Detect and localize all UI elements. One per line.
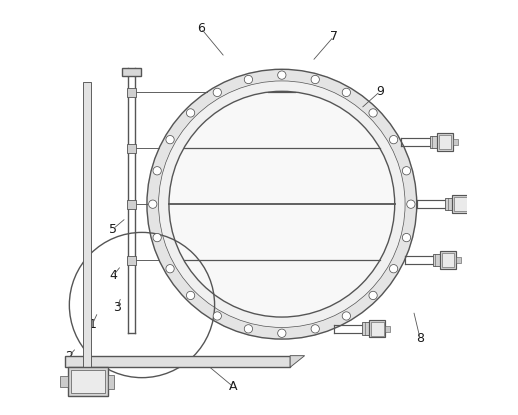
Circle shape bbox=[166, 135, 174, 144]
Text: 4: 4 bbox=[109, 269, 117, 283]
Bar bbox=[65, 356, 290, 367]
Bar bbox=[126, 88, 136, 97]
Text: A: A bbox=[229, 380, 238, 393]
Circle shape bbox=[186, 109, 195, 117]
Bar bbox=[442, 253, 454, 267]
Circle shape bbox=[278, 71, 286, 79]
Circle shape bbox=[153, 233, 161, 242]
Bar bbox=[68, 367, 108, 396]
Bar bbox=[108, 374, 114, 389]
Bar bbox=[453, 139, 458, 145]
Circle shape bbox=[213, 88, 221, 97]
Bar bbox=[126, 144, 136, 153]
Circle shape bbox=[244, 325, 253, 333]
Bar bbox=[433, 254, 440, 266]
Text: 6: 6 bbox=[197, 22, 205, 35]
Bar bbox=[445, 198, 452, 210]
Circle shape bbox=[407, 200, 415, 208]
Text: 7: 7 bbox=[329, 30, 338, 43]
Circle shape bbox=[159, 81, 405, 327]
Circle shape bbox=[390, 265, 398, 273]
Circle shape bbox=[169, 91, 395, 317]
Bar bbox=[71, 370, 105, 393]
Circle shape bbox=[166, 265, 174, 273]
Circle shape bbox=[213, 312, 221, 320]
Text: 3: 3 bbox=[113, 301, 121, 315]
Text: 1: 1 bbox=[88, 318, 96, 331]
Bar bbox=[437, 133, 453, 151]
Circle shape bbox=[153, 167, 161, 175]
Circle shape bbox=[390, 135, 398, 144]
Text: 2: 2 bbox=[65, 349, 73, 363]
Bar bbox=[440, 251, 456, 269]
Bar bbox=[454, 197, 467, 211]
Text: 9: 9 bbox=[376, 85, 384, 98]
Circle shape bbox=[402, 233, 411, 242]
Bar bbox=[126, 200, 136, 209]
Bar bbox=[369, 320, 385, 337]
Text: 5: 5 bbox=[109, 222, 117, 236]
Bar bbox=[456, 257, 461, 263]
Circle shape bbox=[369, 291, 377, 300]
Bar bbox=[468, 201, 473, 207]
Bar bbox=[439, 135, 451, 149]
Circle shape bbox=[311, 76, 320, 84]
Bar bbox=[385, 326, 390, 332]
Circle shape bbox=[278, 329, 286, 337]
Bar bbox=[430, 136, 437, 148]
Circle shape bbox=[147, 69, 416, 339]
Bar bbox=[126, 256, 136, 265]
Circle shape bbox=[342, 88, 351, 97]
Circle shape bbox=[342, 312, 351, 320]
Text: 8: 8 bbox=[416, 332, 424, 345]
Bar bbox=[362, 322, 369, 335]
Bar bbox=[83, 82, 91, 367]
Circle shape bbox=[149, 200, 157, 208]
Bar bbox=[122, 68, 140, 76]
Circle shape bbox=[369, 109, 377, 117]
Bar bbox=[452, 195, 468, 213]
Bar bbox=[60, 376, 68, 387]
Circle shape bbox=[244, 76, 253, 84]
Circle shape bbox=[186, 291, 195, 300]
Bar bbox=[371, 322, 383, 336]
Circle shape bbox=[311, 325, 320, 333]
Circle shape bbox=[402, 167, 411, 175]
Polygon shape bbox=[290, 356, 305, 367]
